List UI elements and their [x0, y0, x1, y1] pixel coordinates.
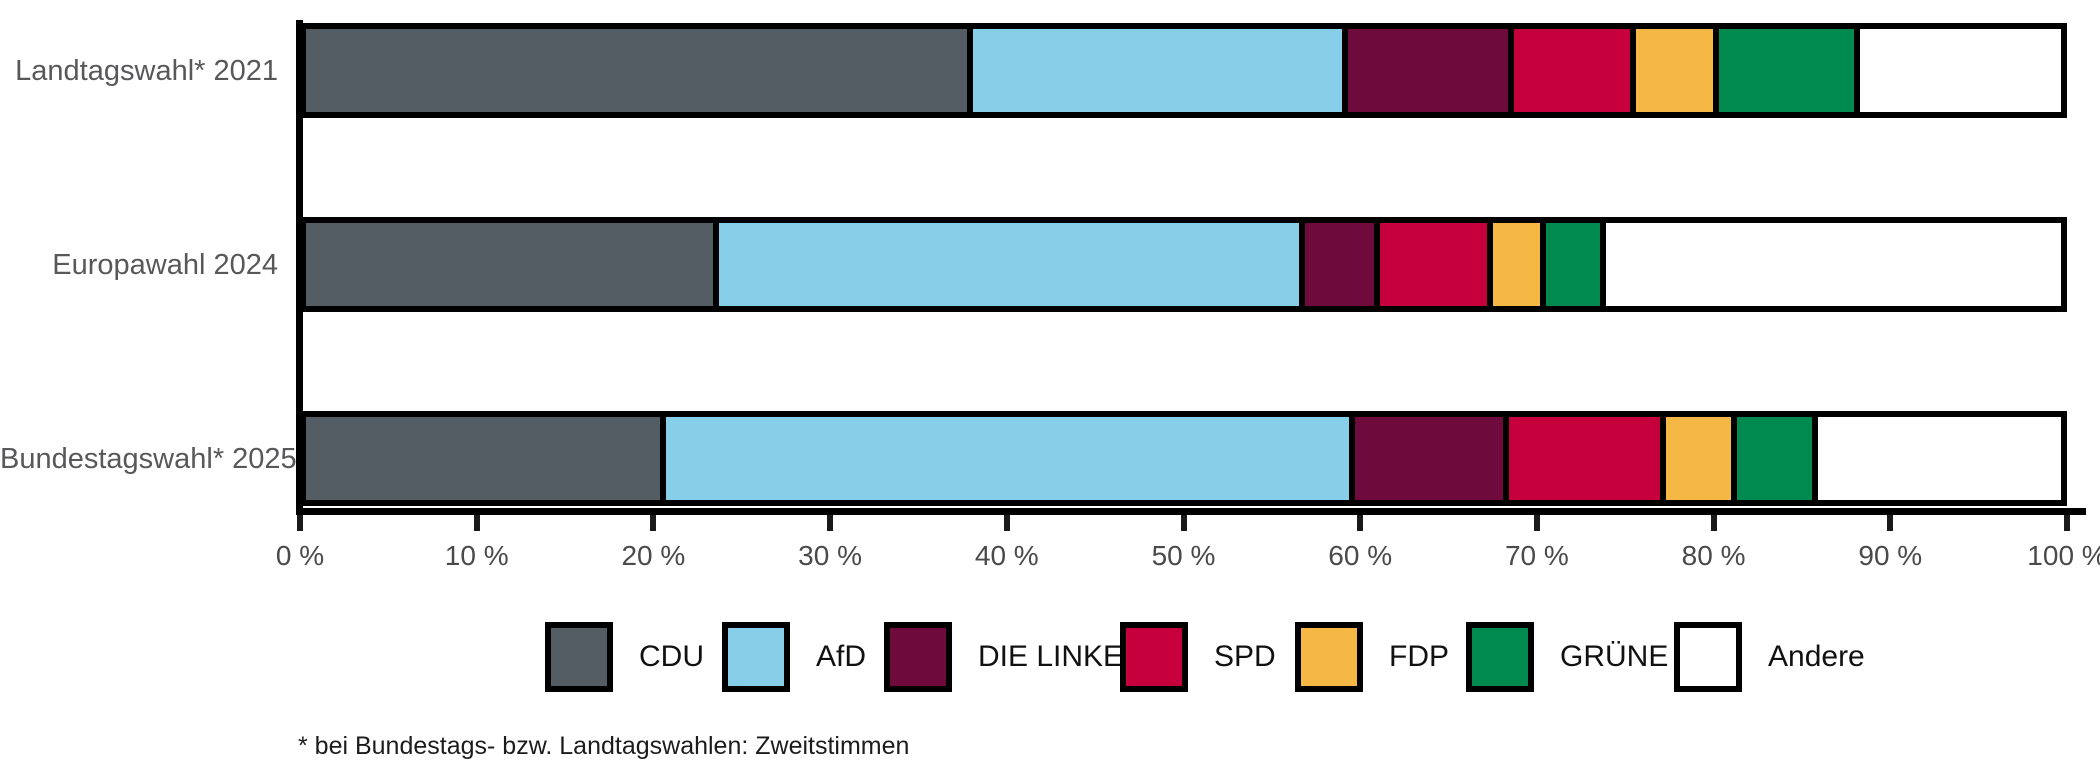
- x-tick-100: [2064, 515, 2070, 531]
- legend-item-andere: Andere: [1674, 622, 1865, 692]
- legend-label-andere: Andere: [1768, 640, 1865, 673]
- legend-swatch-andere: [1674, 622, 1742, 692]
- legend-label-spd: SPD: [1214, 640, 1276, 673]
- segment-spd: [1379, 217, 1493, 312]
- x-tick-40: [1003, 515, 1010, 531]
- x-tick-label-10: 10 %: [444, 540, 509, 571]
- legend-label-afd: AfD: [816, 640, 867, 673]
- legend-swatch-gr-ne: [1466, 622, 1534, 692]
- segment-cdu: [300, 217, 719, 312]
- legend-label-cdu: CDU: [639, 640, 704, 673]
- legend-label-die-linke: DIE LINKE: [978, 640, 1124, 673]
- x-tick-label-30: 30 %: [798, 540, 862, 571]
- legend-label-fdp: FDP: [1389, 640, 1449, 673]
- x-tick-10: [473, 515, 480, 531]
- segment-gr-ne: [1718, 23, 1861, 118]
- legend-item-die-linke: DIE LINKE: [884, 622, 1123, 692]
- legend-item-gr-ne: GRÜNE: [1466, 622, 1668, 692]
- x-tick-label-80: 80 %: [1681, 540, 1746, 571]
- bar-europawahl-2024: [300, 217, 2067, 312]
- x-tick-70: [1533, 515, 1540, 531]
- x-tick-label-50: 50 %: [1151, 540, 1216, 571]
- x-tick-50: [1180, 515, 1187, 531]
- legend-label-gr-ne: GRÜNE: [1560, 640, 1669, 673]
- x-axis-line: [296, 508, 2086, 515]
- legend-item-cdu: CDU: [545, 622, 704, 692]
- segment-fdp: [1492, 217, 1546, 312]
- segment-afd: [973, 23, 1348, 118]
- x-tick-0: [297, 515, 303, 531]
- segment-fdp: [1665, 411, 1737, 506]
- x-tick-label-90: 90 %: [1858, 540, 1923, 571]
- legend-item-spd: SPD: [1120, 622, 1276, 692]
- bar-landtagswahl-2021: [300, 23, 2067, 118]
- x-tick-60: [1357, 515, 1364, 531]
- segment-gr-ne: [1545, 217, 1606, 312]
- x-tick-20: [650, 515, 657, 531]
- x-tick-label-0: 0 %: [275, 540, 325, 571]
- category-label-europawahl-2024: Europawahl 2024: [52, 248, 278, 281]
- legend-swatch-spd: [1120, 622, 1188, 692]
- bar-bundestagswahl-2025: [300, 411, 2067, 506]
- x-tick-label-100: 100 %: [2027, 540, 2100, 571]
- legend-item-afd: AfD: [722, 622, 866, 692]
- segment-spd: [1513, 23, 1636, 118]
- segment-die-linke: [1347, 23, 1514, 118]
- segment-andere: [1605, 217, 2067, 312]
- x-tick-90: [1887, 515, 1894, 531]
- footnote: * bei Bundestags- bzw. Landtagswahlen: Z…: [298, 732, 910, 760]
- segment-afd: [665, 411, 1355, 506]
- legend-swatch-afd: [722, 622, 790, 692]
- x-tick-80: [1710, 515, 1717, 531]
- segment-gr-ne: [1736, 411, 1818, 506]
- category-label-bundestagswahl-2025: Bundestagswahl* 2025: [0, 442, 297, 475]
- legend-swatch-die-linke: [884, 622, 952, 692]
- segment-die-linke: [1354, 411, 1509, 506]
- x-tick-label-20: 20 %: [621, 540, 686, 571]
- x-tick-label-60: 60 %: [1328, 540, 1393, 571]
- segment-spd: [1508, 411, 1666, 506]
- legend-item-fdp: FDP: [1295, 622, 1449, 692]
- segment-andere: [1817, 411, 2067, 506]
- category-label-landtagswahl-2021: Landtagswahl* 2021: [15, 54, 278, 87]
- segment-cdu: [300, 23, 974, 118]
- x-tick-label-70: 70 %: [1504, 540, 1569, 571]
- legend-swatch-cdu: [545, 622, 613, 692]
- legend-swatch-fdp: [1295, 622, 1363, 692]
- segment-afd: [718, 217, 1306, 312]
- segment-die-linke: [1305, 217, 1380, 312]
- y-axis-line: [296, 20, 303, 515]
- segment-cdu: [300, 411, 666, 506]
- segment-andere: [1860, 23, 2067, 118]
- segment-fdp: [1635, 23, 1719, 118]
- x-tick-30: [827, 515, 834, 531]
- x-tick-label-40: 40 %: [974, 540, 1039, 571]
